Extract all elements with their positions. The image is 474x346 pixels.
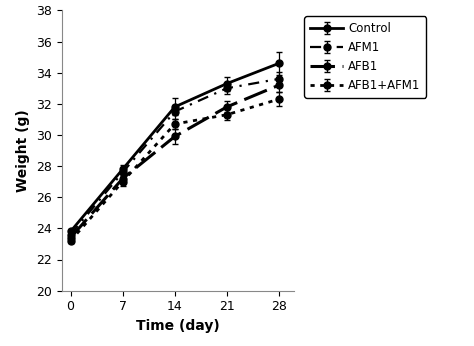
X-axis label: Time (day): Time (day) [136,319,219,333]
Y-axis label: Weight (g): Weight (g) [17,109,30,192]
Legend: Control, AFM1, AFB1, AFB1+AFM1: Control, AFM1, AFB1, AFB1+AFM1 [304,16,427,98]
